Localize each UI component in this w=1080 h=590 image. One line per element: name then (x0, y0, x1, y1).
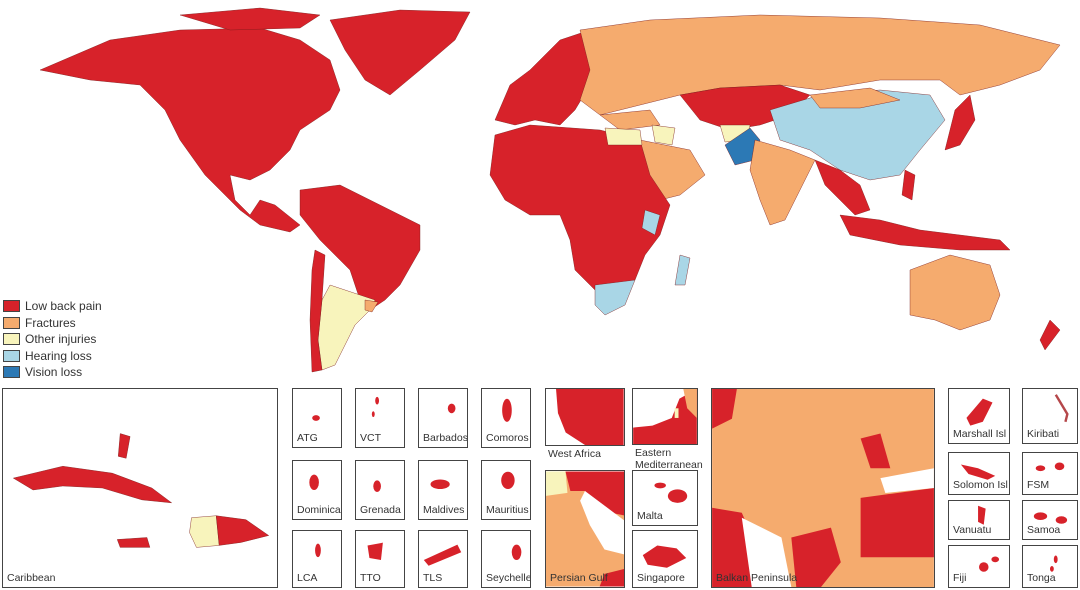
region-philippines (901, 169, 916, 201)
region-uruguay (364, 299, 379, 313)
inset-samoa: Samoa (1022, 500, 1078, 540)
inset-comoros: Comoros (481, 388, 531, 448)
region-southeast-asia (814, 159, 871, 216)
inset-label: Singapore (637, 572, 685, 584)
region-india (749, 139, 816, 226)
inset-maldives: Maldives (418, 460, 468, 520)
inset-west-africa (545, 388, 625, 446)
legend: Low back pain Fractures Other injuries H… (3, 298, 102, 381)
inset-label: West Africa (548, 448, 601, 460)
inset-solomon: Solomon Isl (948, 452, 1010, 495)
inset-grenada: Grenada (355, 460, 405, 520)
inset-mauritius: Mauritius (481, 460, 531, 520)
inset-label: TTO (360, 572, 381, 584)
world-map (39, 7, 1061, 373)
region-south-africa (594, 279, 636, 316)
legend-label: Hearing loss (25, 348, 92, 363)
region-iraq (651, 124, 676, 146)
legend-swatch (3, 300, 20, 313)
inset-tonga: Tonga (1022, 545, 1078, 588)
inset-label: Persian Gulf (550, 572, 608, 584)
inset-vanuatu: Vanuatu (948, 500, 1010, 540)
region-russia (579, 14, 1061, 116)
inset-caribbean: Caribbean (2, 388, 278, 588)
region-mongolia (809, 87, 901, 109)
legend-item-vision-loss: Vision loss (3, 364, 102, 381)
inset-label: LCA (297, 572, 318, 584)
inset-dominica: Dominica (292, 460, 342, 520)
inset-label: Kiribati (1027, 428, 1060, 440)
legend-swatch (3, 316, 20, 329)
legend-item-fractures: Fractures (3, 315, 102, 332)
inset-barbados: Barbados (418, 388, 468, 448)
inset-label: Dominica (297, 504, 341, 516)
inset-fiji: Fiji (948, 545, 1010, 588)
legend-swatch (3, 366, 20, 379)
inset-seychelles: Seychelles (481, 530, 531, 588)
inset-label: Eastern Mediterranean (635, 447, 703, 471)
inset-label: Grenada (360, 504, 401, 516)
inset-marshall: Marshall Isl (948, 388, 1010, 444)
region-argentina (317, 284, 376, 371)
region-indonesia (839, 214, 1011, 251)
inset-label: Caribbean (7, 572, 56, 584)
inset-label: Fiji (953, 572, 967, 584)
inset-tls: TLS (418, 530, 468, 588)
legend-label: Low back pain (25, 299, 102, 314)
inset-label: Malta (637, 510, 663, 522)
legend-label: Other injuries (25, 332, 97, 347)
region-south-america (299, 184, 421, 311)
inset-tto: TTO (355, 530, 405, 588)
inset-vct: VCT (355, 388, 405, 448)
legend-item-hearing-loss: Hearing loss (3, 348, 102, 365)
inset-label: Maldives (423, 504, 465, 516)
inset-label: FSM (1027, 479, 1050, 491)
legend-swatch (3, 333, 20, 346)
inset-label: VCT (360, 432, 381, 444)
inset-lca: LCA (292, 530, 342, 588)
legend-item-other-injuries: Other injuries (3, 331, 102, 348)
legend-item-low-back-pain: Low back pain (3, 298, 102, 315)
region-kenya (641, 209, 661, 236)
inset-label: ATG (297, 432, 318, 444)
inset-kiribati: Kiribati (1022, 388, 1078, 444)
legend-label: Fractures (25, 315, 76, 330)
inset-singapore: Singapore (632, 530, 698, 588)
region-japan (944, 94, 976, 151)
inset-malta: Malta (632, 470, 698, 526)
inset-label: Vanuatu (953, 524, 992, 536)
inset-label-line: Eastern (635, 447, 672, 459)
inset-label: Tonga (1027, 572, 1056, 584)
region-north-america (39, 27, 341, 233)
region-new-zealand (1039, 319, 1061, 351)
region-egypt (604, 127, 643, 146)
region-arctic-islands (179, 7, 321, 31)
inset-label: Comoros (486, 432, 529, 444)
region-madagascar (674, 254, 691, 286)
inset-label: Mauritius (486, 504, 529, 516)
inset-fsm: FSM (1022, 452, 1078, 495)
inset-label: Samoa (1027, 524, 1061, 536)
region-australia (909, 254, 1001, 331)
inset-label: Barbados (423, 432, 468, 444)
inset-label: Balkan Peninsula (716, 572, 798, 584)
inset-label: Seychelles (486, 572, 531, 584)
inset-eastern-med (632, 388, 698, 445)
inset-label: TLS (423, 572, 443, 584)
inset-label-line: Mediterranean (635, 459, 703, 471)
legend-swatch (3, 349, 20, 362)
inset-label: Solomon Isl (953, 479, 1008, 491)
inset-balkan: Balkan Peninsula (711, 388, 935, 588)
inset-label: Marshall Isl (953, 428, 1007, 440)
legend-label: Vision loss (25, 365, 83, 380)
region-greenland (329, 9, 471, 96)
region-turkey (599, 109, 661, 131)
inset-atg: ATG (292, 388, 342, 448)
region-chile (309, 249, 326, 373)
inset-persian-gulf: Persian Gulf (545, 470, 625, 588)
